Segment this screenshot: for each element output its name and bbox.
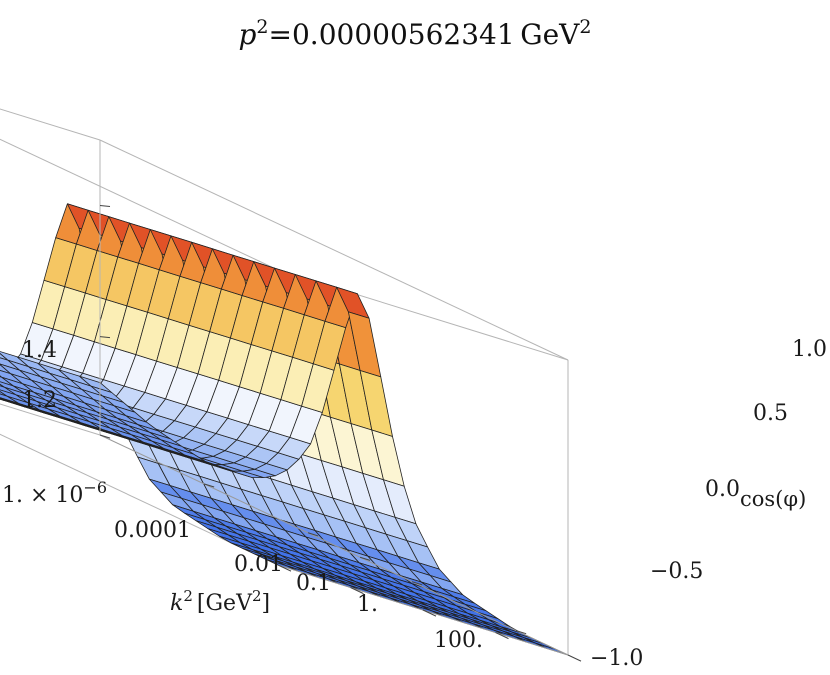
- box-edge: [0, 403, 101, 436]
- tick-marks: [99, 205, 582, 662]
- y-tick-mark: [350, 587, 364, 595]
- box-edge: [99, 139, 569, 361]
- x-tick-mark: [307, 532, 319, 537]
- box-edge: [99, 434, 569, 656]
- y-tick-mark: [277, 564, 292, 572]
- y-tick-label-minus-1.0: −1.0: [590, 646, 643, 671]
- chart-title: p2=0.00000562341 GeV2: [238, 16, 591, 51]
- y-tick-label-minus-0.5: −0.5: [650, 559, 703, 584]
- box-edge: [0, 108, 101, 141]
- x-axis-label: k2 [GeV2]: [170, 587, 270, 616]
- z-tick-mark: [99, 336, 111, 339]
- x-tick-mark: [515, 630, 527, 635]
- x-tick-mark: [203, 483, 215, 488]
- x-tick-label-1e-6: 1. × 10−6: [2, 478, 107, 508]
- z-tick-label-1.4: 1.4: [22, 338, 57, 363]
- y-tick-label-0.5: 0.5: [753, 401, 788, 426]
- y-tick-mark: [495, 632, 509, 640]
- x-tick-label-0.01: 0.01: [234, 552, 283, 577]
- x-tick-label-0.1: 0.1: [296, 571, 331, 596]
- y-axis-label-with-0.0: 0.0cos(φ): [705, 477, 806, 511]
- y-tick-label-1.0: 1.0: [792, 337, 827, 362]
- surface-mesh: [0, 203, 569, 656]
- x-tick-label-1: 1.: [357, 592, 378, 617]
- x-tick-label-100: 100.: [434, 628, 483, 653]
- y-tick-mark: [567, 654, 582, 662]
- x-tick-label-0.0001: 0.0001: [114, 518, 191, 543]
- x-tick-mark: [411, 581, 423, 586]
- box-edge: [0, 138, 279, 271]
- x-tick-mark: [359, 556, 371, 561]
- y-tick-mark: [422, 609, 437, 617]
- x-tick-mark: [99, 434, 111, 439]
- box-edge: [0, 433, 279, 566]
- z-tick-label-1.2: 1.2: [22, 388, 57, 413]
- z-tick-mark: [99, 205, 111, 208]
